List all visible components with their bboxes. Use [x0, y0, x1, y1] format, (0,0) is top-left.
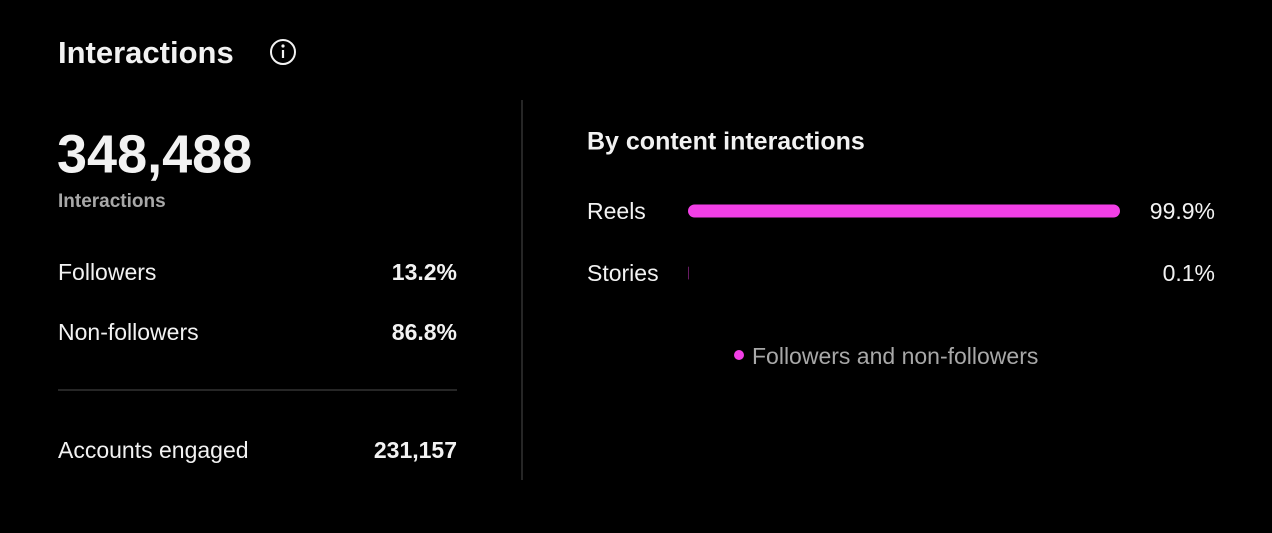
total-label: Interactions	[58, 191, 166, 212]
info-icon[interactable]	[270, 39, 296, 65]
value-label: 99.9%	[1150, 198, 1215, 224]
category-label: Stories	[587, 260, 659, 286]
row-label: Accounts engaged	[58, 437, 249, 463]
row-label: Non-followers	[58, 319, 199, 345]
total-value: 348,488	[57, 124, 252, 184]
category-label: Reels	[587, 198, 646, 224]
row-value: 13.2%	[392, 259, 457, 285]
legend-label: Followers and non-followers	[752, 343, 1038, 369]
row-value: 231,157	[374, 437, 457, 463]
legend-marker	[734, 350, 744, 360]
bar	[688, 204, 1120, 218]
row-label: Followers	[58, 259, 156, 285]
row-value: 86.8%	[392, 319, 457, 345]
panel-title: Interactions	[58, 35, 234, 70]
chart-title: By content interactions	[587, 128, 865, 156]
value-label: 0.1%	[1163, 260, 1215, 286]
